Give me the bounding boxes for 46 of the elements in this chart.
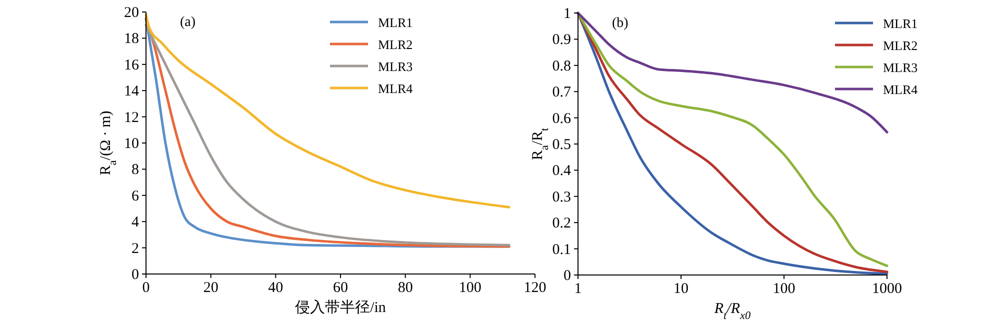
legend-label: MLR1: [883, 16, 918, 31]
x-tick-label: 100: [772, 281, 796, 297]
y-tick-label: 6: [132, 188, 140, 204]
legend-label: MLR2: [883, 38, 918, 53]
y-tick-label: 18: [124, 31, 139, 48]
y-tick-label: 16: [124, 57, 140, 74]
y-tick-label: 0: [132, 267, 139, 283]
x-axis-title: R$_{t}$/R$_{x0}$: [713, 301, 752, 322]
y-tick-label: 12: [124, 110, 139, 126]
legend-label: MLR1: [378, 15, 413, 30]
y-tick-label: 0.8: [552, 58, 571, 74]
x-tick-label: 120: [524, 280, 546, 296]
y-tick-label: 8: [132, 162, 139, 178]
legend-label: MLR3: [883, 60, 918, 75]
x-tick-label: 10: [674, 281, 688, 297]
x-tick-label: 40: [268, 280, 284, 296]
x-tick-label: 1000: [872, 281, 902, 297]
y-tick-label: 0.7: [552, 84, 572, 101]
y-tick-label: 14: [124, 84, 140, 100]
legend-label: MLR4: [378, 81, 414, 96]
y-tick-label: 10: [124, 136, 139, 152]
y-tick-label: 20: [124, 5, 139, 21]
x-tick-label: 1: [574, 281, 582, 297]
y-tick-label: 2: [132, 240, 139, 257]
legend-label: MLR4: [883, 82, 918, 97]
y-tick-label: 0: [564, 268, 571, 284]
y-tick-label: 4: [132, 214, 140, 231]
x-tick-label: 100: [458, 280, 482, 296]
y-tick-label: 0.4: [552, 163, 572, 180]
y-tick-label: 0.5: [552, 137, 571, 153]
annotation: (a): [180, 15, 196, 30]
y-tick-label: 0.3: [552, 189, 571, 206]
x-axis-title: 侵入带半径/in: [295, 299, 386, 316]
y-tick-label: 0.6: [552, 110, 572, 127]
x-tick-label: 60: [333, 280, 348, 296]
x-tick-label: 80: [398, 280, 413, 296]
x-tick-label: 20: [203, 280, 218, 296]
y-tick-label: 0.2: [552, 216, 571, 232]
y-tick-label: 0.9: [552, 32, 571, 48]
y-tick-label: 1: [564, 6, 571, 22]
x-tick-label: 0: [142, 280, 150, 296]
line-series: [144, 13, 510, 208]
annotation: (b): [612, 16, 629, 31]
y-tick-label: 0.1: [552, 242, 571, 258]
legend-label: MLR3: [378, 59, 413, 74]
legend-label: MLR2: [378, 37, 413, 52]
